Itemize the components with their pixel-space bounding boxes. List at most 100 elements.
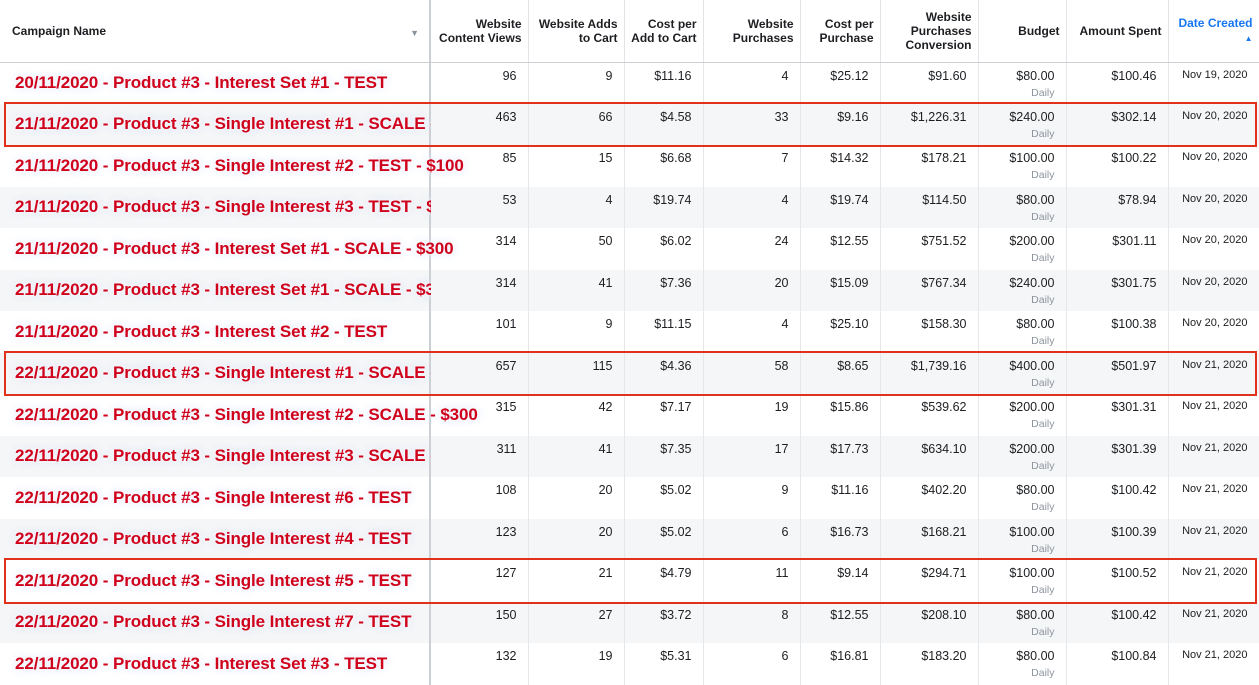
budget-cell[interactable]: $240.00 Daily [978, 103, 1067, 145]
campaign-name-cell[interactable]: 22/11/2020 - Product #3 - Single Interes… [0, 518, 431, 560]
header-website-purchases-conversion[interactable]: Website Purchases Conversion [880, 0, 979, 63]
budget-cell[interactable]: $200.00 Daily [978, 394, 1067, 436]
campaign-name-cell[interactable]: 22/11/2020 - Product #3 - Single Interes… [0, 601, 431, 643]
header-cost-per-purchase[interactable]: Cost per Purchase [800, 0, 881, 63]
budget-cell[interactable]: $80.00 Daily [978, 311, 1067, 353]
date-created-cell: Nov 21, 2020 [1168, 352, 1259, 394]
table-row[interactable]: 22/11/2020 - Product #3 - Single Interes… [0, 477, 1259, 519]
header-cost-per-add-to-cart[interactable]: Cost per Add to Cart [624, 0, 704, 63]
budget-cell[interactable]: $80.00 Daily [978, 643, 1067, 685]
budget-cell[interactable]: $400.00 Daily [978, 352, 1067, 394]
campaign-name[interactable]: 21/11/2020 - Product #3 - Interest Set #… [15, 321, 388, 341]
table-row[interactable]: 22/11/2020 - Product #3 - Single Interes… [0, 435, 1259, 477]
budget-cell[interactable]: $100.00 Daily [978, 145, 1067, 187]
table-row[interactable]: 22/11/2020 - Product #3 - Single Interes… [0, 518, 1259, 560]
cost-per-add-cell: $4.58 [624, 103, 704, 145]
budget-period: Daily [1031, 376, 1055, 389]
table-row[interactable]: 22/11/2020 - Product #3 - Interest Set #… [0, 643, 1259, 685]
amount-spent-cell: $100.22 [1066, 145, 1169, 187]
cost-per-purchase-cell: $16.73 [800, 518, 881, 560]
campaign-name-cell[interactable]: 21/11/2020 - Product #3 - Interest Set #… [0, 311, 431, 353]
budget-cell[interactable]: $80.00 Daily [978, 186, 1067, 228]
header-amount-spent[interactable]: Amount Spent [1066, 0, 1169, 63]
campaign-name[interactable]: 22/11/2020 - Product #3 - Single Interes… [15, 612, 412, 632]
header-website-purchases[interactable]: Website Purchases [703, 0, 801, 63]
campaign-name-cell[interactable]: 21/11/2020 - Product #3 - Single Interes… [0, 103, 478, 145]
date-created-cell: Nov 21, 2020 [1168, 435, 1259, 477]
adds-to-cart-cell: 66 [528, 103, 625, 145]
campaign-name-cell[interactable]: 20/11/2020 - Product #3 - Interest Set #… [0, 62, 431, 104]
header-budget[interactable]: Budget [978, 0, 1067, 63]
campaign-name[interactable]: 22/11/2020 - Product #3 - Interest Set #… [15, 653, 388, 673]
table-row[interactable]: 21/11/2020 - Product #3 - Interest Set #… [0, 228, 1259, 270]
conversion-value-cell: $1,739.16 [880, 352, 979, 394]
campaign-name[interactable]: 21/11/2020 - Product #3 - Single Interes… [15, 197, 464, 217]
chevron-down-icon[interactable]: ▼ [410, 28, 419, 38]
purchases-cell: 58 [703, 352, 801, 394]
sort-ascending-icon: ▲ [1244, 33, 1253, 43]
cost-per-purchase-cell: $25.10 [800, 311, 881, 353]
campaign-name-cell[interactable]: 22/11/2020 - Product #3 - Interest Set #… [0, 643, 431, 685]
campaign-name[interactable]: 22/11/2020 - Product #3 - Single Interes… [15, 363, 478, 383]
budget-cell[interactable]: $100.00 Daily [978, 560, 1067, 602]
cost-per-purchase-cell: $15.86 [800, 394, 881, 436]
date-created-cell: Nov 19, 2020 [1168, 62, 1259, 104]
budget-period: Daily [1031, 418, 1055, 430]
adds-to-cart-cell: 41 [528, 435, 625, 477]
table-row[interactable]: 21/11/2020 - Product #3 - Single Interes… [0, 145, 1259, 187]
amount-spent-cell: $100.39 [1066, 518, 1169, 560]
table-row[interactable]: 20/11/2020 - Product #3 - Interest Set #… [0, 62, 1259, 104]
purchases-cell: 24 [703, 228, 801, 270]
campaign-name[interactable]: 21/11/2020 - Product #3 - Single Interes… [15, 155, 464, 175]
adds-to-cart-cell: 20 [528, 518, 625, 560]
campaign-name[interactable]: 22/11/2020 - Product #3 - Single Interes… [15, 446, 478, 466]
budget-cell[interactable]: $80.00 Daily [978, 477, 1067, 519]
campaign-name-cell[interactable]: 22/11/2020 - Product #3 - Single Interes… [0, 477, 431, 519]
header-website-content-views[interactable]: Website Content Views [430, 0, 529, 63]
conversion-value-cell: $168.21 [880, 518, 979, 560]
campaign-name[interactable]: 22/11/2020 - Product #3 - Single Interes… [15, 487, 412, 507]
cost-per-add-cell: $7.35 [624, 435, 704, 477]
campaign-name-cell[interactable]: 21/11/2020 - Product #3 - Interest Set #… [0, 228, 454, 270]
date-created-cell: Nov 21, 2020 [1168, 394, 1259, 436]
budget-cell[interactable]: $200.00 Daily [978, 435, 1067, 477]
campaign-name[interactable]: 21/11/2020 - Product #3 - Single Interes… [15, 114, 478, 134]
campaign-name[interactable]: 22/11/2020 - Product #3 - Single Interes… [15, 529, 412, 549]
campaign-name[interactable]: 22/11/2020 - Product #3 - Single Interes… [15, 570, 412, 590]
campaign-name[interactable]: 21/11/2020 - Product #3 - Interest Set #… [15, 238, 454, 258]
table-row[interactable]: 22/11/2020 - Product #3 - Single Interes… [0, 601, 1259, 643]
cost-per-purchase-cell: $9.14 [800, 560, 881, 602]
campaign-name[interactable]: 21/11/2020 - Product #3 - Interest Set #… [15, 280, 454, 300]
campaign-name-cell[interactable]: 21/11/2020 - Product #3 - Single Interes… [0, 186, 464, 228]
adds-to-cart-cell: 27 [528, 601, 625, 643]
budget-cell[interactable]: $100.00 Daily [978, 518, 1067, 560]
header-website-adds-to-cart[interactable]: Website Adds to Cart [528, 0, 625, 63]
campaign-name-cell[interactable]: 21/11/2020 - Product #3 - Interest Set #… [0, 269, 454, 311]
campaign-name[interactable]: 22/11/2020 - Product #3 - Single Interes… [15, 404, 478, 424]
campaign-name-cell[interactable]: 22/11/2020 - Product #3 - Single Interes… [0, 352, 478, 394]
table-row[interactable]: 22/11/2020 - Product #3 - Single Interes… [0, 394, 1259, 436]
cost-per-purchase-cell: $16.81 [800, 643, 881, 685]
campaign-name[interactable]: 20/11/2020 - Product #3 - Interest Set #… [15, 73, 388, 92]
conversion-value-cell: $751.52 [880, 228, 979, 270]
table-row[interactable]: 21/11/2020 - Product #3 - Interest Set #… [0, 269, 1259, 311]
budget-cell[interactable]: $80.00 Daily [978, 62, 1067, 104]
campaign-name-cell[interactable]: 22/11/2020 - Product #3 - Single Interes… [0, 394, 478, 436]
budget-cell[interactable]: $80.00 Daily [978, 601, 1067, 643]
budget-period: Daily [1031, 459, 1055, 472]
header-date-created[interactable]: Date Created ▲ [1168, 0, 1259, 63]
table-row[interactable]: 21/11/2020 - Product #3 - Single Interes… [0, 186, 1259, 228]
campaign-name-cell[interactable]: 21/11/2020 - Product #3 - Single Interes… [0, 145, 464, 187]
budget-cell[interactable]: $240.00 Daily [978, 269, 1067, 311]
table-row[interactable]: 22/11/2020 - Product #3 - Single Interes… [0, 352, 1259, 394]
budget-cell[interactable]: $200.00 Daily [978, 228, 1067, 270]
campaign-name-cell[interactable]: 22/11/2020 - Product #3 - Single Interes… [0, 560, 431, 602]
table-row[interactable]: 22/11/2020 - Product #3 - Single Interes… [0, 560, 1259, 602]
table-row[interactable]: 21/11/2020 - Product #3 - Single Interes… [0, 103, 1259, 145]
table-row[interactable]: 21/11/2020 - Product #3 - Interest Set #… [0, 311, 1259, 353]
amount-spent-cell: $100.38 [1066, 311, 1169, 353]
conversion-value-cell: $634.10 [880, 435, 979, 477]
campaign-name-cell[interactable]: 22/11/2020 - Product #3 - Single Interes… [0, 435, 478, 477]
header-campaign-name[interactable]: Campaign Name ▼ [0, 0, 431, 63]
